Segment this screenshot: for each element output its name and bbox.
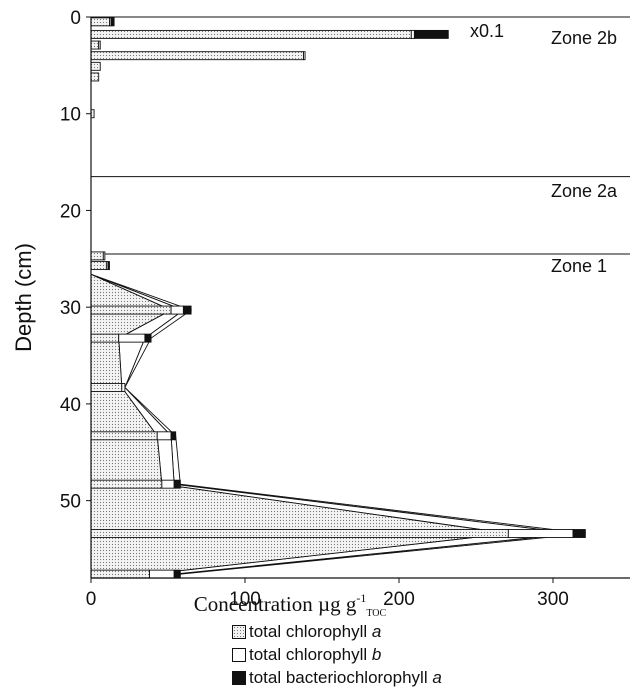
zone-label-2: Zone 1	[551, 256, 607, 276]
legend-item-bacteriochlorophyll-a: total bacteriochlorophyll a	[232, 666, 442, 689]
bar-chlorophyll-b-15	[149, 569, 175, 579]
legend-item-chlorophyll-a: total chlorophyll a	[232, 620, 442, 643]
text-layer: 0 10 20 30 40 50 0 100 200 300 Zone 2b Zone 2a Zone …	[11, 8, 618, 619]
bar-chlorophyll-b-7	[102, 251, 106, 261]
bar-chlorophyll-b-1	[410, 29, 415, 39]
bar-bacteriochlorophyll-a-0	[110, 17, 115, 27]
bar-chlorophyll-a-14	[90, 529, 509, 538]
x-tick-label-200: 200	[383, 589, 415, 610]
y-axis-label: Depth (cm)	[11, 243, 36, 352]
legend-item-chlorophyll-b: total chlorophyll b	[232, 643, 442, 666]
bar-chlorophyll-a-15	[90, 569, 150, 579]
bar-chlorophyll-b-14	[507, 529, 574, 538]
legend: total chlorophyll a total chlorophyll b …	[232, 620, 442, 689]
bar-chlorophyll-a-10	[90, 333, 120, 343]
bar-bacteriochlorophyll-a-13	[173, 479, 181, 489]
x-tick-label-300: 300	[537, 589, 569, 610]
x-axis-label: Concentration µg g-1TOC	[194, 591, 387, 619]
legend-swatch-chlorophyll-a	[232, 624, 246, 639]
y-tick-label-10: 10	[60, 105, 81, 126]
bar-chlorophyll-a-3	[90, 51, 304, 61]
bar-bacteriochlorophyll-a-10	[144, 333, 152, 343]
bar-chlorophyll-b-12	[156, 431, 172, 441]
bar-chlorophyll-a-11	[90, 383, 123, 392]
bar-chlorophyll-a-7	[90, 251, 104, 261]
y-tick-label-40: 40	[60, 395, 81, 416]
depth-profile-chart: 0 10 20 30 40 50 0 100 200 300 Zone 2b Zone 2a Zone …	[11, 8, 630, 619]
bar-chlorophyll-a-0	[90, 17, 110, 27]
legend-label-bacteriochlorophyll-a: total bacteriochlorophyll a	[249, 667, 442, 687]
legend-label-chlorophyll-b: total chlorophyll b	[249, 644, 382, 664]
bar-chlorophyll-a-12	[90, 431, 158, 441]
bar-chlorophyll-b-13	[161, 479, 175, 489]
x-tick-label-0: 0	[86, 589, 97, 610]
bar-bacteriochlorophyll-a-12	[170, 431, 177, 441]
x-tick-label-100: 100	[229, 589, 261, 610]
legend-swatch-chlorophyll-b	[232, 647, 246, 662]
bar-bacteriochlorophyll-a-1	[413, 29, 449, 39]
bar-chlorophyll-b-9	[170, 305, 184, 315]
bar-chlorophyll-b-2	[98, 40, 101, 50]
bar-chlorophyll-a-13	[90, 479, 163, 489]
bar-chlorophyll-a-1	[90, 29, 412, 39]
y-tick-label-50: 50	[60, 492, 81, 513]
zone-layer	[91, 176, 630, 255]
zone-label-1: Zone 2a	[551, 181, 618, 201]
bar-bacteriochlorophyll-a-15	[173, 569, 181, 579]
bar-bacteriochlorophyll-a-9	[182, 305, 192, 315]
y-tick-label-0: 0	[70, 8, 81, 29]
bar-chlorophyll-b-3	[303, 51, 306, 61]
bar-chlorophyll-a-8	[90, 261, 107, 271]
bar-chlorophyll-a-4	[90, 61, 101, 71]
bar-bacteriochlorophyll-a-14	[572, 529, 586, 538]
bar-chlorophyll-a-9	[90, 305, 172, 315]
bar-bacteriochlorophyll-a-8	[107, 261, 110, 271]
bars-layer	[90, 17, 586, 579]
legend-swatch-bacteriochlorophyll-a	[232, 670, 246, 685]
axes-layer	[86, 16, 630, 583]
legend-label-chlorophyll-a: total chlorophyll a	[249, 621, 382, 641]
y-tick-label-20: 20	[60, 201, 81, 222]
bar-chlorophyll-a-2	[90, 40, 100, 50]
y-tick-label-30: 30	[60, 298, 81, 319]
zone-label-0: Zone 2b	[551, 28, 617, 48]
bar-chlorophyll-a-5	[90, 72, 100, 82]
bar-chlorophyll-b-11	[121, 383, 126, 392]
scale-annotation: x0.1	[470, 21, 504, 41]
bar-chlorophyll-b-10	[118, 333, 146, 343]
